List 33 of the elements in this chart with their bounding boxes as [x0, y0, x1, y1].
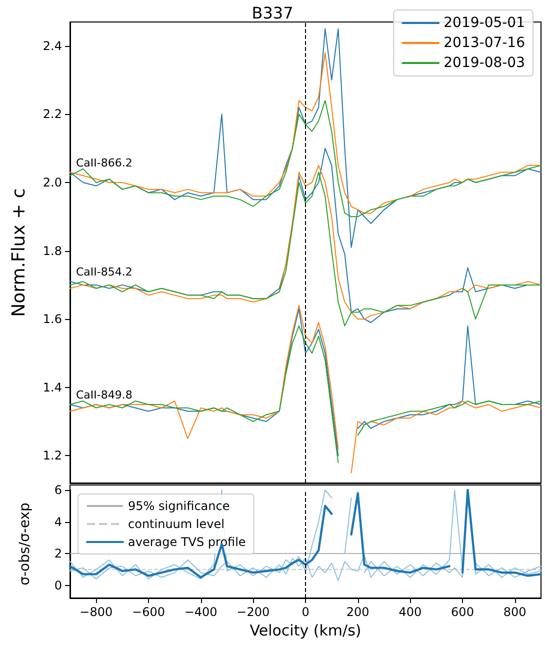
x-axis-title: Velocity (km/s): [250, 622, 362, 640]
y-tick-label: 0: [54, 578, 62, 592]
x-tick-label: 600: [451, 605, 474, 619]
x-tick-label: 400: [398, 605, 422, 619]
annotation: CaII-854.2: [76, 266, 132, 279]
x-tick-label: 200: [346, 605, 370, 619]
y-tick-label: 4: [54, 514, 62, 529]
y-axis-title: Norm.Flux + c: [8, 188, 30, 317]
legend-label: 2013-07-16: [444, 35, 526, 51]
y-tick-label: 2: [54, 546, 62, 561]
x-tick-label: −200: [236, 605, 270, 619]
legend-label: average TVS profile: [128, 535, 246, 549]
x-tick-label: −800: [80, 605, 113, 619]
legend-label: 2019-05-01: [444, 15, 526, 31]
y-tick-label: 2.2: [42, 107, 62, 122]
y-tick-label: 1.6: [42, 312, 62, 326]
x-tick-label: 800: [503, 605, 526, 619]
y-tick-label: 2.0: [42, 175, 62, 190]
chart-title: B337: [252, 4, 294, 22]
annotation: CaII-849.8: [76, 388, 132, 402]
x-tick-label: 0: [302, 605, 310, 619]
legend-label: continuum level: [128, 517, 224, 531]
y-tick-label: 6: [54, 483, 62, 497]
y-tick-label: 1.2: [42, 448, 62, 463]
legend-label: 95% significance: [128, 499, 230, 513]
legend-label: 2019-08-03: [444, 55, 526, 71]
x-tick-label: −600: [132, 605, 165, 619]
y-tick-label: 2.4: [42, 38, 62, 53]
y-tick-label: 1.8: [42, 244, 62, 258]
x-tick-label: −400: [184, 605, 218, 619]
annotation: CaII-866.2: [76, 156, 132, 170]
y-axis-title: σ-obs/σ-exp: [17, 502, 33, 586]
y-tick-label: 1.4: [42, 380, 62, 394]
